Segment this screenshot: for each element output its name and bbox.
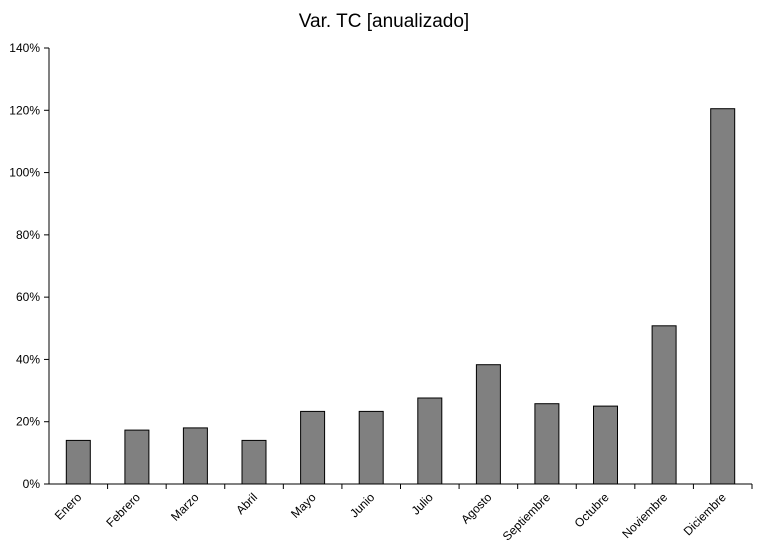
- x-tick-label: Mayo: [288, 490, 319, 521]
- bar-julio: [417, 397, 443, 485]
- bar-septiembre: [534, 403, 560, 485]
- bar-marzo: [182, 427, 208, 485]
- y-tick-label: 140%: [9, 41, 40, 55]
- bar-febrero: [124, 429, 150, 485]
- bar-agosto: [475, 364, 501, 485]
- bar-enero: [65, 439, 91, 485]
- y-tick-label: 100%: [9, 166, 40, 180]
- bar-diciembre: [710, 108, 736, 485]
- x-axis: Enero Febrero Marzo Abril Mayo Junio Julio Agos…: [49, 483, 753, 544]
- y-tick-label: 60%: [16, 290, 40, 304]
- y-tick-label: 80%: [16, 228, 40, 242]
- bar-octubre: [593, 405, 618, 485]
- x-tick-label: Julio: [409, 490, 437, 518]
- x-tick-label: Agosto: [458, 490, 495, 527]
- bar-noviembre: [651, 325, 677, 485]
- x-tick-label: Febrero: [103, 490, 143, 530]
- y-tick-label: 0%: [23, 477, 41, 491]
- x-tick-label: Marzo: [168, 490, 202, 524]
- chart-title: Var. TC [anualizado]: [299, 11, 469, 32]
- x-tick-label: Enero: [52, 490, 85, 523]
- x-tick-label: Diciembre: [681, 490, 729, 538]
- x-tick-label: Abril: [233, 490, 260, 517]
- y-tick-label: 20%: [16, 415, 40, 429]
- x-tick-label: Octubre: [572, 490, 612, 530]
- y-tick-label: 40%: [16, 352, 40, 366]
- plot-area: 0% 20% 40% 60% 80% 100% 120% 140% Enero Febrero M…: [9, 41, 753, 544]
- x-tick-label: Noviembre: [619, 490, 670, 541]
- bar-abril: [241, 439, 267, 485]
- x-tick-label: Septiembre: [500, 490, 554, 544]
- bars-group: [65, 108, 736, 485]
- bar-junio: [358, 410, 384, 485]
- y-tick-label: 120%: [9, 103, 40, 117]
- x-tick-label: Junio: [347, 490, 377, 520]
- y-axis: 0% 20% 40% 60% 80% 100% 120% 140%: [9, 41, 50, 491]
- bar-mayo: [300, 410, 326, 485]
